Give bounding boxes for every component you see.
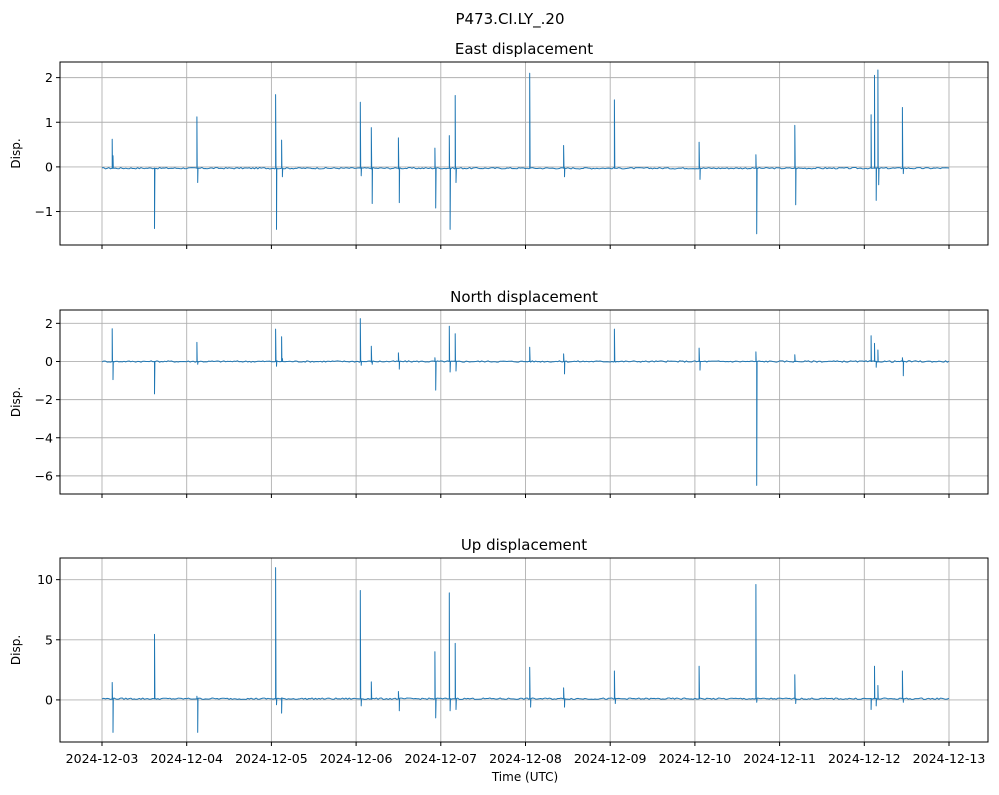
panel-3: 0 5 10 Up displacement Disp. [9, 536, 989, 746]
x-tick-label: 2024-12-10 [659, 751, 732, 766]
y-axis-label: Disp. [9, 635, 23, 665]
y-tick-label: 2 [45, 316, 53, 331]
plot-frame [59, 557, 989, 743]
plot-frame [59, 309, 989, 495]
x-tick-label: 2024-12-12 [828, 751, 901, 766]
figure-title: P473.CI.LY_.20 [456, 10, 565, 29]
panel-title: North displacement [450, 288, 598, 306]
series-line [101, 567, 950, 733]
panel-1: −1 0 1 2 East displacement Disp. [9, 40, 989, 249]
x-tick-label: 2024-12-11 [743, 751, 816, 766]
plot-frame [59, 61, 989, 246]
x-tick-label: 2024-12-05 [235, 751, 308, 766]
x-axis-label: Time (UTC) [491, 770, 558, 784]
y-tick-label: 2 [45, 70, 53, 85]
series-line [101, 318, 950, 486]
y-axis-label: Disp. [9, 387, 23, 417]
series-line [101, 69, 950, 235]
x-tick-label: 2024-12-13 [913, 751, 986, 766]
y-axis-label: Disp. [9, 138, 23, 168]
y-tick-label: 0 [45, 692, 53, 707]
panel-title: East displacement [455, 40, 593, 58]
panel-2: −6 −4 −2 0 2 North displacement Disp. [9, 288, 989, 498]
panel-title: Up displacement [461, 536, 587, 554]
x-tick-label: 2024-12-03 [66, 751, 139, 766]
y-tick-label: 0 [45, 354, 53, 369]
y-tick-label: −2 [35, 392, 53, 407]
y-tick-label: 5 [45, 632, 53, 647]
y-tick-label: 1 [45, 115, 53, 130]
x-tick-label: 2024-12-04 [150, 751, 223, 766]
x-tick-label: 2024-12-08 [489, 751, 562, 766]
x-tick-label: 2024-12-09 [574, 751, 647, 766]
y-tick-label: 0 [45, 159, 53, 174]
y-tick-label: −4 [35, 430, 53, 445]
y-tick-label: −6 [35, 468, 53, 483]
y-tick-label: 10 [37, 572, 53, 587]
y-tick-label: −1 [35, 204, 53, 219]
x-tick-label: 2024-12-07 [404, 751, 477, 766]
x-tick-label: 2024-12-06 [320, 751, 393, 766]
